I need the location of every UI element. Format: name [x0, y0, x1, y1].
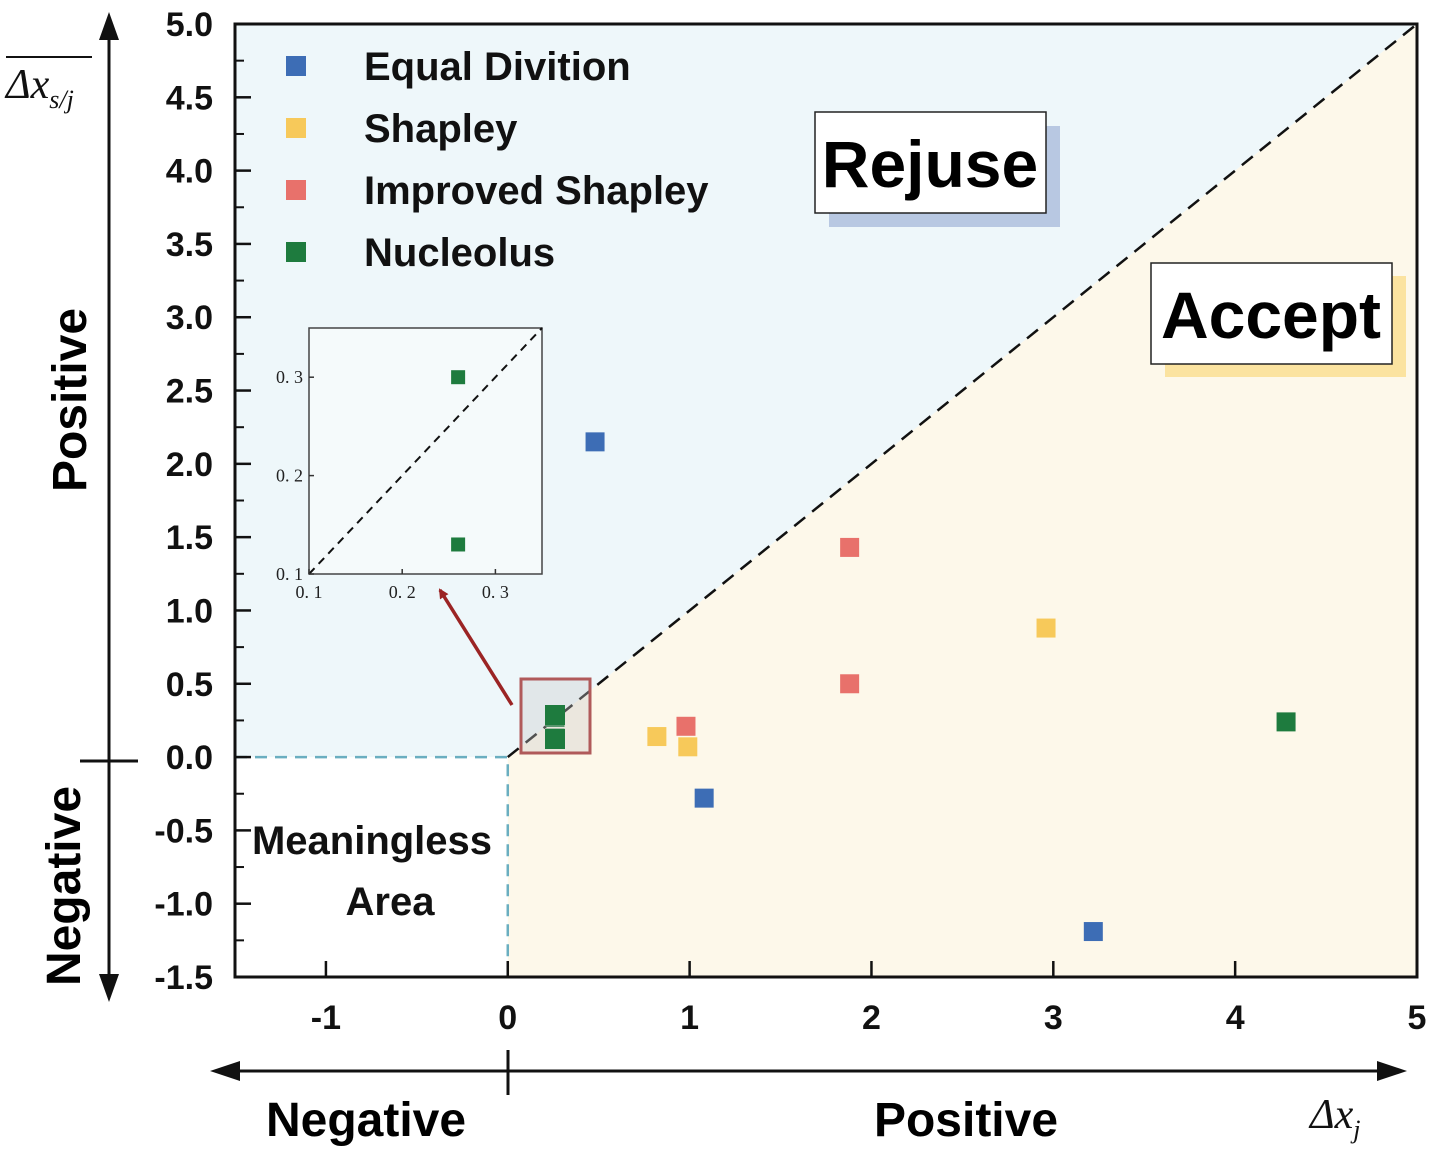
legend-marker: [286, 118, 306, 138]
zoom-point-nucleolus: [545, 729, 565, 749]
reject-label-box: [814, 111, 1047, 214]
y-tick-label: 5.0: [166, 6, 213, 44]
y-tick-label: 0.0: [166, 739, 213, 777]
inset-content: 0. 1 0. 2 0. 3 0. 3 0. 2 0. 1: [276, 367, 509, 602]
y-tick-label: -0.5: [154, 812, 213, 850]
meaningless-area-boundary: [235, 755, 510, 977]
point-shapley: [1036, 618, 1056, 638]
x-positive-label: Positive: [874, 1094, 1058, 1147]
y-tick-label: 2.0: [166, 446, 213, 484]
legend-marker: [286, 242, 306, 262]
accept-label: Accept: [1161, 278, 1381, 352]
y-axis-title: Δxs/j: [4, 62, 74, 114]
y-tick-label: 4.0: [166, 153, 213, 191]
meaningless-label-line2: Area: [346, 880, 436, 924]
legend-marker: [286, 180, 306, 200]
inset-y-tick-label: 0. 2: [276, 466, 303, 486]
x-tick-label: 3: [1044, 999, 1063, 1037]
accept-label-box: [1150, 262, 1393, 365]
inset-x-tick-label: 0. 2: [389, 582, 416, 602]
inset-y-tick-label: 0. 1: [276, 564, 303, 584]
x-right-arrowhead: [1377, 1061, 1407, 1081]
inset-diagonal-line: [308, 327, 543, 575]
y-tick-label: 4.5: [166, 79, 213, 117]
zoom-arrow: [438, 588, 514, 706]
y-positive-label: Positive: [44, 308, 97, 492]
inset-plot: 0. 1 0. 2 0. 3 0. 3 0. 2 0. 1: [276, 327, 543, 602]
inset-x-tick-label: 0. 3: [482, 582, 509, 602]
point-shapley: [678, 737, 698, 757]
inset-point-nucleolus: [451, 537, 466, 552]
x-tick-label: -1: [311, 999, 341, 1037]
y-down-arrowhead: [99, 974, 119, 1002]
y-tick-label: 0.5: [166, 666, 213, 704]
point-equal-divition: [585, 432, 605, 452]
reject-label: Rejuse: [822, 127, 1038, 201]
legend-label: Equal Divition: [364, 45, 631, 89]
point-improved-shapley: [840, 674, 860, 694]
legend-label: Nucleolus: [364, 231, 555, 275]
legend-label: Improved Shapley: [364, 169, 709, 213]
meaningless-label-line1: Meaningless: [252, 819, 492, 863]
x-tick-label: 1: [680, 999, 699, 1037]
x-axis-title: Δxj: [1308, 1092, 1361, 1144]
x-negative-label: Negative: [266, 1094, 466, 1147]
y-up-arrowhead: [99, 12, 119, 40]
inset-point-nucleolus: [451, 370, 466, 385]
legend-label: Shapley: [364, 107, 518, 151]
y-tick-label: 1.5: [166, 519, 213, 557]
x-tick-label: 2: [862, 999, 881, 1037]
inset-y-tick-label: 0. 3: [276, 367, 303, 387]
inset-x-tick-label: 0. 1: [296, 582, 323, 602]
y-tick-label: -1.0: [154, 886, 213, 924]
point-nucleolus: [1276, 712, 1296, 732]
x-tick-label: 0: [498, 999, 517, 1037]
y-tick-label: 1.0: [166, 592, 213, 630]
point-improved-shapley: [840, 537, 860, 557]
y-negative-label: Negative: [38, 786, 91, 986]
y-tick-label: 2.5: [166, 373, 213, 411]
y-tick-label: 3.0: [166, 299, 213, 337]
zoom-point-nucleolus: [545, 705, 565, 725]
legend-marker: [286, 56, 306, 76]
y-tick-label: -1.5: [154, 959, 213, 997]
x-tick-label: 4: [1226, 999, 1245, 1037]
point-equal-divition: [694, 788, 714, 808]
x-tick-label: 5: [1408, 999, 1427, 1037]
axis-ticks: -1 0 1 2 3 4 5 5.0 4.5 4.0 3.5 3.0 2.5 2.0 1.5 1.0 0.5 0.…: [154, 6, 1426, 1037]
legend: Equal Divition Shapley Improved Shapley Nuc…: [286, 45, 709, 275]
point-improved-shapley: [676, 716, 696, 736]
y-tick-label: 3.5: [166, 226, 213, 264]
point-shapley: [647, 727, 667, 747]
x-left-arrowhead: [210, 1061, 240, 1081]
diagonal-threshold-line: [506, 23, 1418, 759]
point-equal-divition: [1083, 922, 1103, 942]
zoom-box-points: [545, 705, 565, 749]
